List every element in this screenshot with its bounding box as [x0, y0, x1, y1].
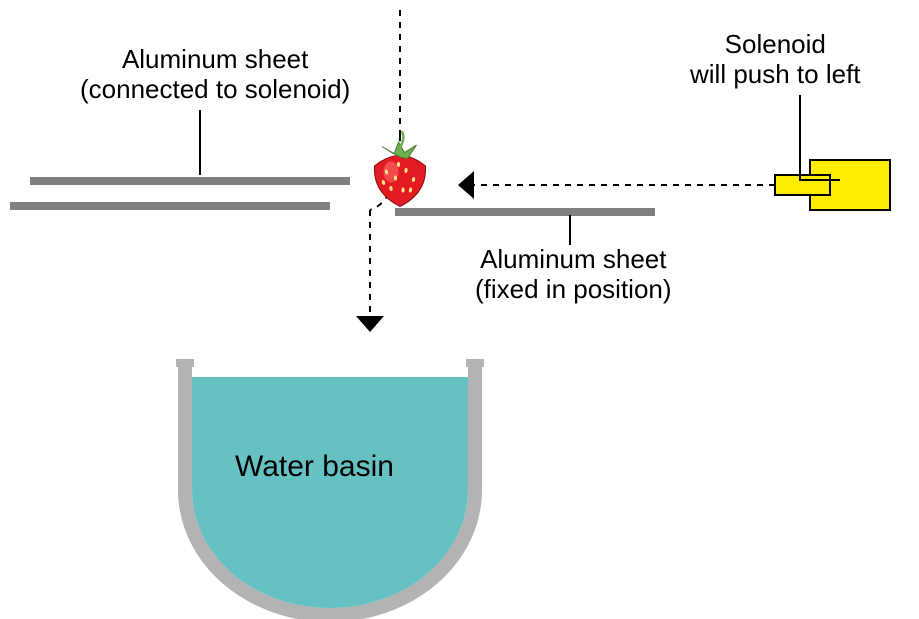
label-sheet-left: Aluminum sheet (connected to solenoid)	[80, 45, 350, 105]
arrowhead-down-icon	[356, 316, 384, 332]
arrowhead-left-icon	[458, 171, 474, 199]
water-basin	[176, 359, 484, 619]
label-solenoid: Solenoid will push to left	[690, 30, 861, 90]
aluminum-sheet-left-lower	[10, 202, 330, 210]
solenoid	[775, 160, 890, 210]
label-sheet-right: Aluminum sheet (fixed in position)	[475, 245, 672, 305]
aluminum-sheet-left	[30, 177, 350, 185]
leader-lines	[200, 95, 840, 245]
label-basin: Water basin	[235, 450, 394, 485]
aluminum-sheet-right	[395, 208, 655, 216]
push-arrow	[458, 171, 775, 199]
strawberry-icon	[374, 132, 425, 207]
